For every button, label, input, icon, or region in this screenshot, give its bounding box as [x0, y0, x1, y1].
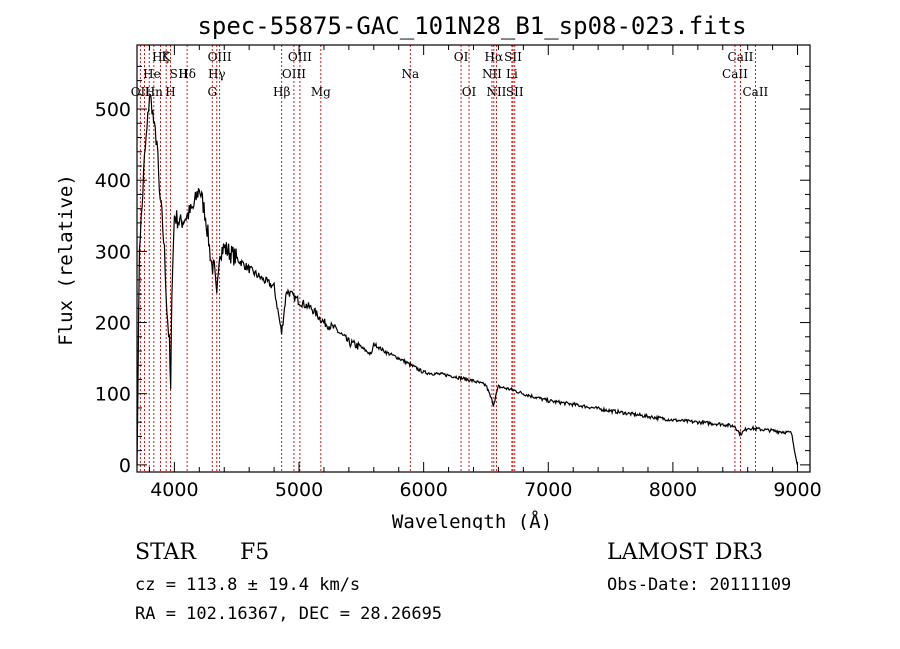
y-axis-ticks: 0 100 200 300 400 500: [95, 65, 810, 477]
emission-line-label: SII: [504, 50, 522, 64]
y-tick-label: 400: [95, 170, 131, 192]
emission-line-label: OII: [131, 85, 151, 99]
y-tick-label: 200: [95, 313, 131, 335]
emission-line-label: CaII: [742, 85, 768, 99]
chart-title: spec-55875-GAC_101N28_B1_sp08-023.fits: [197, 12, 746, 40]
emission-line-label: OIII: [282, 67, 306, 81]
x-tick-label: 4000: [150, 479, 198, 501]
x-axis-ticks: 4000 5000 6000 7000 8000 9000: [148, 45, 822, 501]
emission-line-label: Na: [401, 67, 419, 81]
x-tick-label: 7000: [524, 479, 572, 501]
y-tick-label: 100: [95, 384, 131, 406]
object-class: STAR: [135, 540, 196, 565]
object-subclass: F5: [240, 540, 270, 565]
emission-line-label: CaII: [722, 67, 748, 81]
emission-line-label: He: [143, 67, 161, 81]
emission-line-label: NII: [486, 85, 506, 99]
emission-line-label: OIII: [288, 50, 312, 64]
x-tick-label: 5000: [275, 479, 323, 501]
emission-line-label: S: [170, 67, 178, 81]
redshift-velocity: cz = 113.8 ± 19.4 km/s: [135, 575, 361, 595]
survey-name: LAMOST DR3: [607, 540, 763, 565]
y-tick-label: 300: [95, 241, 131, 263]
y-tick-label: 0: [119, 455, 131, 477]
emission-line-label: Hγ: [208, 67, 226, 81]
x-tick-label: 8000: [649, 479, 697, 501]
emission-line-label: OIII: [132, 0, 156, 3]
emission-line-label: II: [178, 67, 188, 81]
emission-line-label: NII: [482, 67, 502, 81]
y-tick-label: 500: [95, 99, 131, 121]
emission-line-label: Li: [506, 67, 518, 81]
emission-line-markers: [139, 45, 756, 472]
emission-line-label: Hβ: [273, 85, 290, 99]
emission-line-labels: HδOIIOIIIHζKHeHnHSIIOIIIHγGOIIIOIIIHβMgN…: [131, 0, 769, 99]
emission-line-label: Hδ: [178, 67, 196, 81]
emission-line-label: OIII: [208, 50, 232, 64]
emission-line-label: Hζ: [152, 50, 169, 64]
emission-line-label: OI: [454, 50, 469, 64]
emission-line-label: SII: [506, 85, 524, 99]
spectrum-line: [136, 94, 799, 466]
emission-line-label: Hn: [145, 85, 163, 99]
x-tick-label: 6000: [399, 479, 447, 501]
coordinates: RA = 102.16367, DEC = 28.26695: [135, 604, 443, 624]
y-axis-label: Flux (relative): [55, 174, 77, 346]
x-tick-label: 9000: [773, 479, 821, 501]
observation-date: Obs-Date: 20111109: [607, 575, 792, 595]
emission-line-label: Hα: [485, 50, 504, 64]
emission-line-label: CaII: [728, 50, 754, 64]
emission-line-label: G: [207, 85, 217, 99]
emission-line-label: K: [162, 50, 172, 64]
emission-line-label: Mg: [311, 85, 331, 99]
emission-line-label: OI: [462, 85, 477, 99]
x-axis-label: Wavelength (Å): [392, 510, 552, 530]
emission-line-label: H: [165, 85, 175, 99]
spectrum-chart: spec-55875-GAC_101N28_B1_sp08-023.fits H…: [55, 0, 822, 530]
